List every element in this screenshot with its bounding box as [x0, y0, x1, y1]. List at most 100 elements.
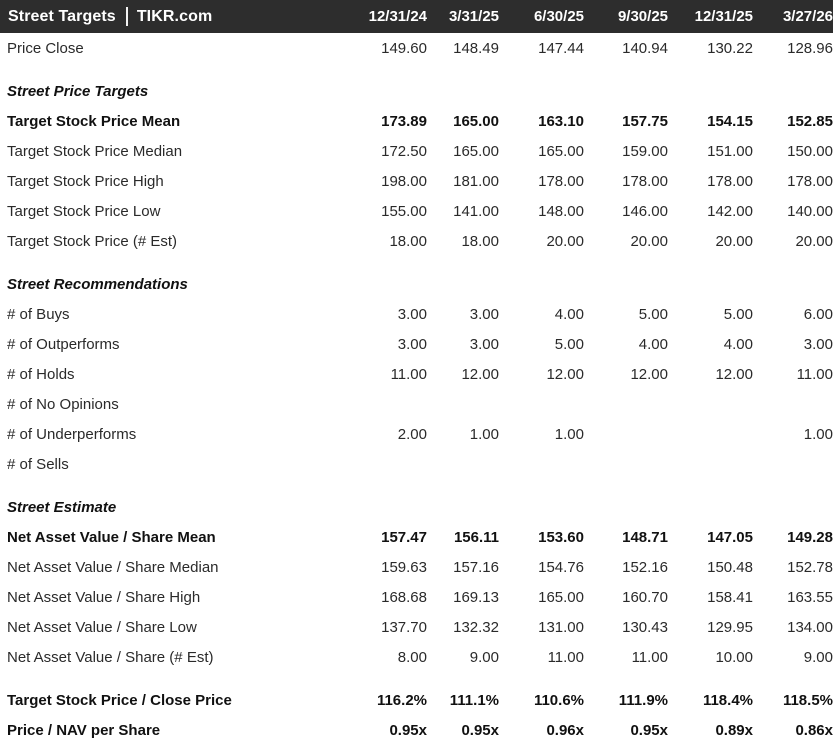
table-row: Target Stock Price Median 172.50 165.00 165… [0, 136, 833, 166]
cell-value: 152.78 [787, 558, 833, 576]
row-label: Target Stock Price Low [7, 202, 161, 220]
cell-value: 165.00 [453, 112, 499, 130]
table-header: Street Targets TIKR.com 12/31/24 3/31/25 6… [0, 0, 833, 33]
section-spacer [0, 672, 833, 685]
table-row: Net Asset Value / Share High 168.68 169.13… [0, 582, 833, 612]
cell-value: 142.00 [707, 202, 753, 220]
section-title: Street Recommendations [7, 275, 188, 293]
table-row: # of No Opinions [0, 389, 833, 419]
cell-value: 118.4% [702, 691, 753, 709]
cell-value: 152.16 [622, 558, 668, 576]
cell-value: 129.95 [707, 618, 753, 636]
cell-value: 20.00 [546, 232, 584, 250]
cell-value: 5.00 [723, 305, 753, 323]
cell-value: 5.00 [554, 335, 584, 353]
cell-value: 154.76 [538, 558, 584, 576]
title-divider [125, 7, 128, 26]
cell-value: 12.00 [546, 365, 584, 383]
cell-value: 3.00 [397, 305, 427, 323]
cell-value: 157.75 [622, 112, 668, 130]
table-row: Net Asset Value / Share (# Est) 8.00 9.00 1… [0, 642, 833, 672]
cell-value: 147.44 [538, 39, 584, 57]
cell-value: 0.86x [795, 721, 833, 739]
cell-value: 168.68 [381, 588, 427, 606]
cell-value: 116.2% [376, 691, 427, 709]
section-title: Street Price Targets [7, 82, 149, 100]
cell-value: 12.00 [461, 365, 499, 383]
cell-value: 150.48 [707, 558, 753, 576]
cell-value: 151.00 [707, 142, 753, 160]
column-header: 6/30/25 [533, 8, 584, 25]
table-row: # of Holds 11.00 12.00 12.00 12.00 12.00 11.00 [0, 359, 833, 389]
cell-value: 128.96 [787, 39, 833, 57]
cell-value: 0.95x [630, 721, 668, 739]
cell-value: 118.5% [782, 691, 833, 709]
cell-value: 20.00 [795, 232, 833, 250]
cell-value: 1.00 [469, 425, 499, 443]
cell-value: 160.70 [622, 588, 668, 606]
cell-value: 159.00 [622, 142, 668, 160]
column-header: 12/31/24 [368, 8, 427, 25]
row-label: Net Asset Value / Share Median [7, 558, 219, 576]
cell-value: 20.00 [630, 232, 668, 250]
column-header: 9/30/25 [617, 8, 668, 25]
cell-value: 4.00 [554, 305, 584, 323]
cell-value: 3.00 [803, 335, 833, 353]
table-row: Net Asset Value / Share Low 137.70 132.32 1… [0, 612, 833, 642]
table-title: Street Targets TIKR.com [0, 7, 340, 26]
cell-value: 156.11 [453, 528, 499, 546]
cell-value: 165.00 [538, 142, 584, 160]
cell-value: 5.00 [638, 305, 668, 323]
cell-value: 148.00 [538, 202, 584, 220]
cell-value: 9.00 [469, 648, 499, 666]
cell-value: 1.00 [554, 425, 584, 443]
row-label: # of Buys [7, 305, 70, 323]
cell-value: 12.00 [715, 365, 753, 383]
cell-value: 111.1% [449, 691, 499, 709]
cell-value: 6.00 [803, 305, 833, 323]
cell-value: 10.00 [715, 648, 753, 666]
cell-value: 140.00 [787, 202, 833, 220]
row-label: Target Stock Price High [7, 172, 164, 190]
section-spacer [0, 63, 833, 76]
table-row: # of Underperforms 2.00 1.00 1.00 1.00 [0, 419, 833, 449]
cell-value: 137.70 [381, 618, 427, 636]
table-row: Net Asset Value / Share Mean 157.47 156.11… [0, 522, 833, 552]
row-label: # of Underperforms [7, 425, 137, 443]
cell-value: 181.00 [453, 172, 499, 190]
cell-value: 130.22 [707, 39, 753, 57]
cell-value: 147.05 [707, 528, 753, 546]
cell-value: 140.94 [622, 39, 668, 57]
cell-value: 134.00 [787, 618, 833, 636]
cell-value: 9.00 [803, 648, 833, 666]
cell-value: 18.00 [461, 232, 499, 250]
cell-value: 178.00 [622, 172, 668, 190]
cell-value: 11.00 [631, 648, 668, 666]
row-label: # of No Opinions [7, 395, 119, 413]
row-label: Price Close [7, 39, 84, 57]
row-label: Price / NAV per Share [7, 721, 161, 739]
row-label: Target Stock Price / Close Price [7, 691, 232, 709]
cell-value: 149.28 [787, 528, 833, 546]
row-label: Target Stock Price Median [7, 142, 183, 160]
cell-value: 11.00 [547, 648, 584, 666]
column-header: 3/31/25 [448, 8, 499, 25]
table-row: # of Buys 3.00 3.00 4.00 5.00 5.00 6.00 [0, 299, 833, 329]
cell-value: 165.00 [538, 588, 584, 606]
cell-value: 158.41 [707, 588, 753, 606]
cell-value: 172.50 [381, 142, 427, 160]
table-row: Price Close 149.60 148.49 147.44 140.94 130.2… [0, 33, 833, 63]
section-header-row: Street Recommendations [0, 269, 833, 299]
row-label: # of Holds [7, 365, 75, 383]
cell-value: 152.85 [787, 112, 833, 130]
cell-value: 131.00 [538, 618, 584, 636]
table-row: Price / NAV per Share 0.95x 0.95x 0.96x 0.95… [0, 715, 833, 745]
cell-value: 0.96x [546, 721, 584, 739]
cell-value: 149.60 [381, 39, 427, 57]
cell-value: 159.63 [381, 558, 427, 576]
cell-value: 0.95x [461, 721, 499, 739]
table-row: Target Stock Price Low 155.00 141.00 148.00… [0, 196, 833, 226]
table-title-text: Street Targets [8, 7, 116, 25]
table-row: Target Stock Price (# Est) 18.00 18.00 20.0… [0, 226, 833, 256]
cell-value: 148.49 [453, 39, 499, 57]
